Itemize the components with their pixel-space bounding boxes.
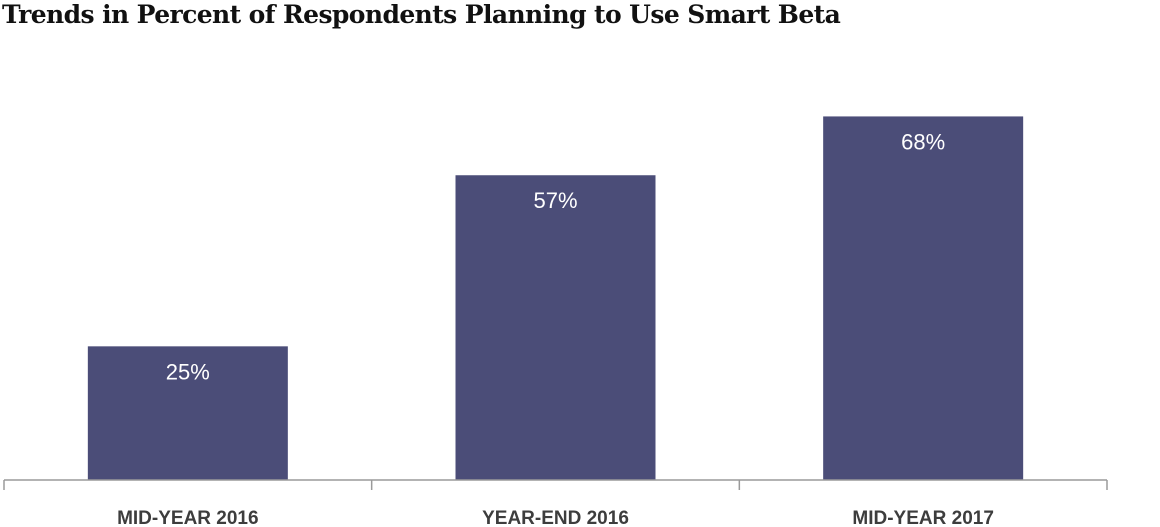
bar (823, 116, 1024, 480)
data-label: 68% (901, 129, 945, 154)
x-tick-label: MID-YEAR 2017 (852, 508, 994, 527)
x-tick-label: YEAR-END 2016 (482, 508, 629, 527)
data-label: 57% (533, 188, 577, 213)
bar (87, 346, 288, 480)
x-tick-label: MID-YEAR 2016 (117, 508, 259, 527)
bar (455, 175, 656, 481)
chart-title: Trends in Percent of Respondents Plannin… (2, 0, 841, 29)
data-label: 25% (166, 359, 210, 384)
